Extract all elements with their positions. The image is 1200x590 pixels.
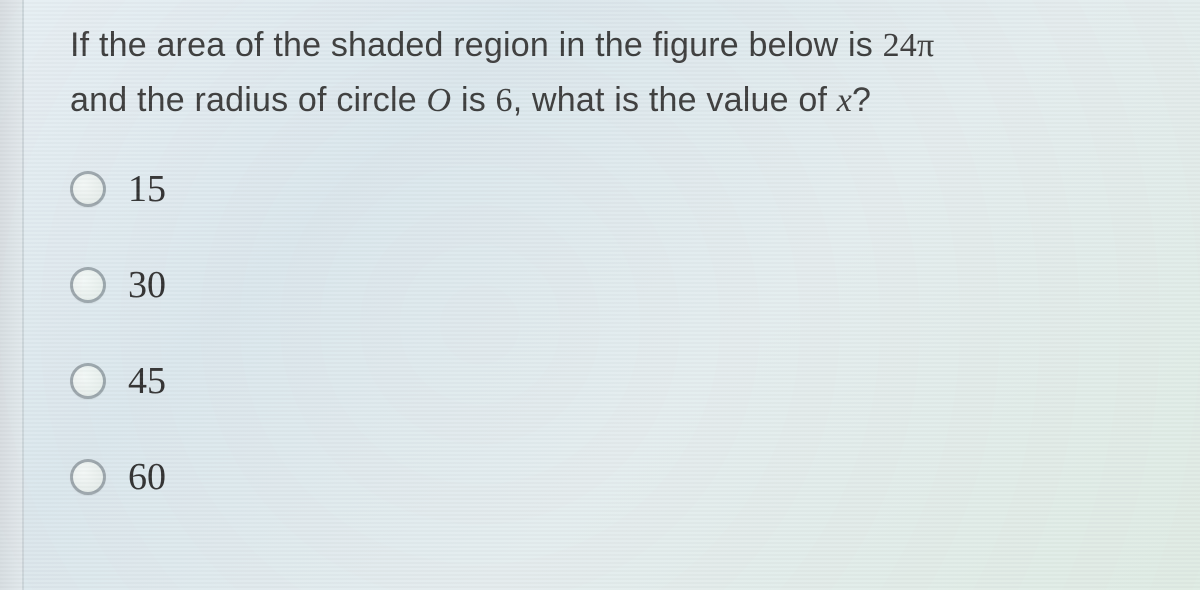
answer-option-label: 60 bbox=[128, 455, 166, 499]
question-area-number: 24 bbox=[883, 27, 917, 64]
answer-option[interactable]: 60 bbox=[70, 455, 1180, 499]
radio-icon[interactable] bbox=[70, 171, 106, 207]
answer-option[interactable]: 30 bbox=[70, 263, 1180, 307]
question-unknown-var: x bbox=[837, 82, 852, 119]
answer-option-label: 15 bbox=[128, 167, 166, 211]
answer-option-label: 45 bbox=[128, 359, 166, 403]
answer-option[interactable]: 45 bbox=[70, 359, 1180, 403]
question-line2-suffix: ? bbox=[852, 81, 871, 119]
question-line2-mid: is bbox=[451, 81, 495, 119]
answer-option-label: 30 bbox=[128, 263, 166, 307]
answer-options: 15 30 45 60 bbox=[70, 167, 1180, 499]
question-area-pi: π bbox=[917, 27, 934, 64]
question-line2-mid2: , what is the value of bbox=[513, 81, 837, 119]
panel-left-edge bbox=[0, 0, 24, 590]
question-line2-prefix: and the radius of circle bbox=[70, 81, 427, 119]
question-text: If the area of the shaded region in the … bbox=[70, 18, 1180, 129]
radio-icon[interactable] bbox=[70, 459, 106, 495]
question-block: If the area of the shaded region in the … bbox=[70, 18, 1180, 551]
answer-option[interactable]: 15 bbox=[70, 167, 1180, 211]
radio-icon[interactable] bbox=[70, 267, 106, 303]
question-circle-var: O bbox=[427, 82, 452, 119]
question-radius-value: 6 bbox=[496, 82, 513, 119]
question-line1-prefix: If the area of the shaded region in the … bbox=[70, 26, 883, 64]
radio-icon[interactable] bbox=[70, 363, 106, 399]
